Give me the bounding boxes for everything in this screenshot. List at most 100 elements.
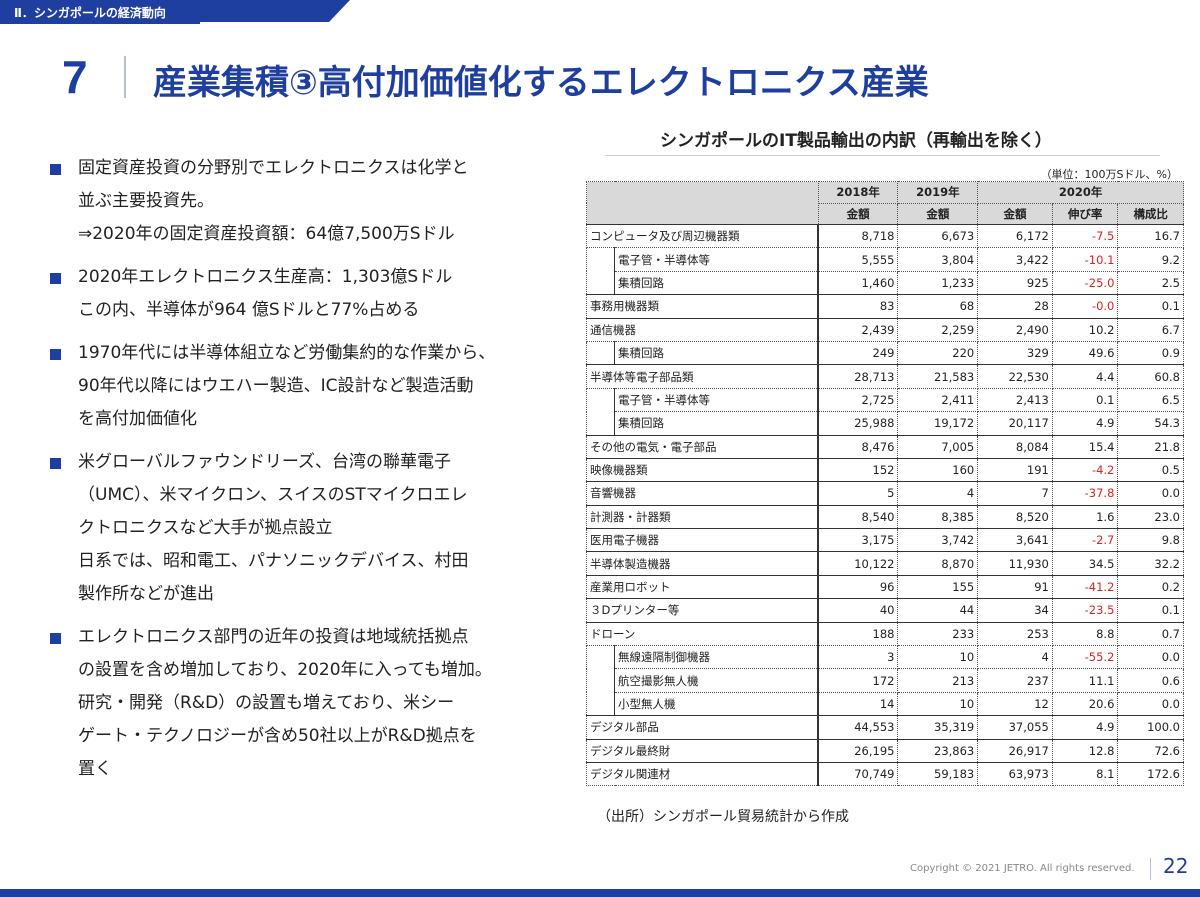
value-cell: -25.0	[1051, 270, 1119, 296]
indent-spacer	[586, 411, 615, 436]
bottom-bar	[0, 889, 1200, 897]
bullet-line: 並ぶ主要投資先。	[78, 191, 214, 211]
subheader: 金額	[817, 202, 899, 225]
value-cell: 10.2	[1051, 317, 1119, 342]
value-cell: 4.9	[1051, 715, 1119, 740]
value-cell: 0.1	[1117, 598, 1184, 623]
value-cell: 0.7	[1117, 621, 1184, 647]
row-label: コンピュータ及び周辺機器類	[586, 223, 820, 249]
indent-spacer	[586, 645, 615, 669]
bullet-item: 2020年エレクトロニクス生産高：1,303億Sドル この内、半導体が964 億S…	[50, 261, 570, 327]
value-cell: 21,583	[897, 364, 979, 389]
value-cell: 91	[977, 574, 1053, 600]
table-row: デジタル関連材 70,749 59,183 63,973 8.1 172.6	[586, 761, 1184, 787]
value-cell: 100.0	[1117, 715, 1184, 740]
value-cell: 32.2	[1117, 551, 1184, 576]
copyright: Copyright © 2021 JETRO. All rights reser…	[910, 863, 1135, 874]
value-cell: 2,439	[817, 317, 899, 342]
value-cell: 249	[817, 340, 899, 366]
value-cell: 44	[897, 598, 979, 623]
bullet-line: エレクトロニクス部門の近年の投資は地域統括拠点	[78, 627, 469, 647]
value-cell: -23.5	[1051, 598, 1119, 623]
value-cell: 0.0	[1117, 481, 1184, 506]
value-cell: 1,460	[817, 270, 899, 296]
value-cell: 15.4	[1051, 434, 1119, 459]
year-header: 2020年	[977, 181, 1184, 204]
bullet-line: 2020年エレクトロニクス生産高：1,303億Sドル	[78, 267, 453, 287]
value-cell: 14	[817, 691, 899, 717]
row-label: 映像機器類	[586, 457, 820, 483]
table-row: 電子管・半導体等 5,555 3,804 3,422 -10.1 9.2	[586, 247, 1184, 272]
bullet-line: ⇒2020年の固定資産投資額：64億7,500万Sドル	[78, 224, 455, 244]
bullet-square-icon	[50, 349, 61, 360]
value-cell: 12	[977, 691, 1053, 717]
value-cell: 70,749	[817, 761, 899, 787]
value-cell: 152	[817, 457, 899, 483]
table-row: 電子管・半導体等 2,725 2,411 2,413 0.1 6.5	[586, 387, 1184, 413]
value-cell: 8.1	[1051, 761, 1119, 787]
table-row: ドローン 188 233 253 8.8 0.7	[586, 621, 1184, 647]
bullet-item: 1970年代には半導体組立など労働集約的な作業から、 90年代以降にはウエハー製造…	[50, 337, 570, 436]
table-row: 通信機器 2,439 2,259 2,490 10.2 6.7	[586, 317, 1184, 342]
row-label: 小型無人機	[614, 691, 820, 717]
value-cell: 10,122	[817, 551, 899, 576]
subheader: 伸び率	[1051, 202, 1119, 225]
table-row: 集積回路 1,460 1,233 925 -25.0 2.5	[586, 270, 1184, 296]
value-cell: 6,172	[977, 223, 1053, 249]
value-cell: 3,422	[977, 247, 1053, 272]
bullet-line: 1970年代には半導体組立など労働集約的な作業から、	[78, 343, 496, 363]
value-cell: 19,172	[897, 411, 979, 436]
table-row: 航空撮影無人機 172 213 237 11.1 0.6	[586, 668, 1184, 693]
indent-spacer	[586, 247, 615, 272]
year-header: 2018年	[817, 181, 899, 204]
value-cell: 7,005	[897, 434, 979, 459]
table-row: 医用電子機器 3,175 3,742 3,641 -2.7 9.8	[586, 528, 1184, 553]
table-row: 事務用機器類 83 68 28 -0.0 0.1	[586, 294, 1184, 319]
value-cell: 5	[817, 481, 899, 506]
bullet-square-icon	[50, 458, 61, 469]
value-cell: 8,385	[897, 504, 979, 530]
banner-underline	[0, 22, 200, 24]
year-header: 2019年	[897, 181, 979, 204]
value-cell: 12.8	[1051, 738, 1119, 763]
bullet-line: 米グローバルファウンドリーズ、台湾の聯華電子	[78, 452, 451, 472]
value-cell: 1.6	[1051, 504, 1119, 530]
table-row: コンピュータ及び周辺機器類 8,718 6,673 6,172 -7.5 16.7	[586, 223, 1184, 249]
row-label: 航空撮影無人機	[614, 668, 820, 693]
row-label: デジタル最終財	[586, 738, 820, 763]
value-cell: 329	[977, 340, 1053, 366]
bullet-line: の設置を含め増加しており、2020年に入っても増加。	[78, 660, 492, 680]
bullet-line: 90年代以降にはウエハー製造、IC設計など製造活動	[78, 376, 474, 396]
section-label: Ⅱ．シンガポールの経済動向	[14, 6, 166, 20]
value-cell: 6.7	[1117, 317, 1184, 342]
value-cell: 26,195	[817, 738, 899, 763]
value-cell: 28	[977, 294, 1053, 319]
value-cell: 26,917	[977, 738, 1053, 763]
value-cell: 172	[817, 668, 899, 693]
value-cell: 925	[977, 270, 1053, 296]
value-cell: 11,930	[977, 551, 1053, 576]
page-title: 産業集積③高付加価値化するエレクトロニクス産業	[153, 63, 929, 103]
value-cell: 23,863	[897, 738, 979, 763]
table-row: 集積回路 249 220 329 49.6 0.9	[586, 340, 1184, 366]
value-cell: 213	[897, 668, 979, 693]
value-cell: 155	[897, 574, 979, 600]
table-row: その他の電気・電子部品 8,476 7,005 8,084 15.4 21.8	[586, 434, 1184, 459]
table-row: 計測器・計器類 8,540 8,385 8,520 1.6 23.0	[586, 504, 1184, 530]
value-cell: 11.1	[1051, 668, 1119, 693]
source-note: （出所）シンガポール貿易統計から作成	[597, 809, 849, 825]
table-row: 産業用ロボット 96 155 91 -41.2 0.2	[586, 574, 1184, 600]
row-label: その他の電気・電子部品	[586, 434, 820, 459]
value-cell: 4.4	[1051, 364, 1119, 389]
row-label: ドローン	[586, 621, 820, 647]
value-cell: -10.1	[1051, 247, 1119, 272]
row-label: 産業用ロボット	[586, 574, 820, 600]
table-row: ３Dプリンター等 40 44 34 -23.5 0.1	[586, 598, 1184, 623]
value-cell: 2,725	[817, 387, 899, 413]
value-cell: -7.5	[1051, 223, 1119, 249]
subheader: 金額	[977, 202, 1053, 225]
value-cell: 233	[897, 621, 979, 647]
value-cell: 3,804	[897, 247, 979, 272]
row-label: 計測器・計器類	[586, 504, 820, 530]
value-cell: 2,490	[977, 317, 1053, 342]
